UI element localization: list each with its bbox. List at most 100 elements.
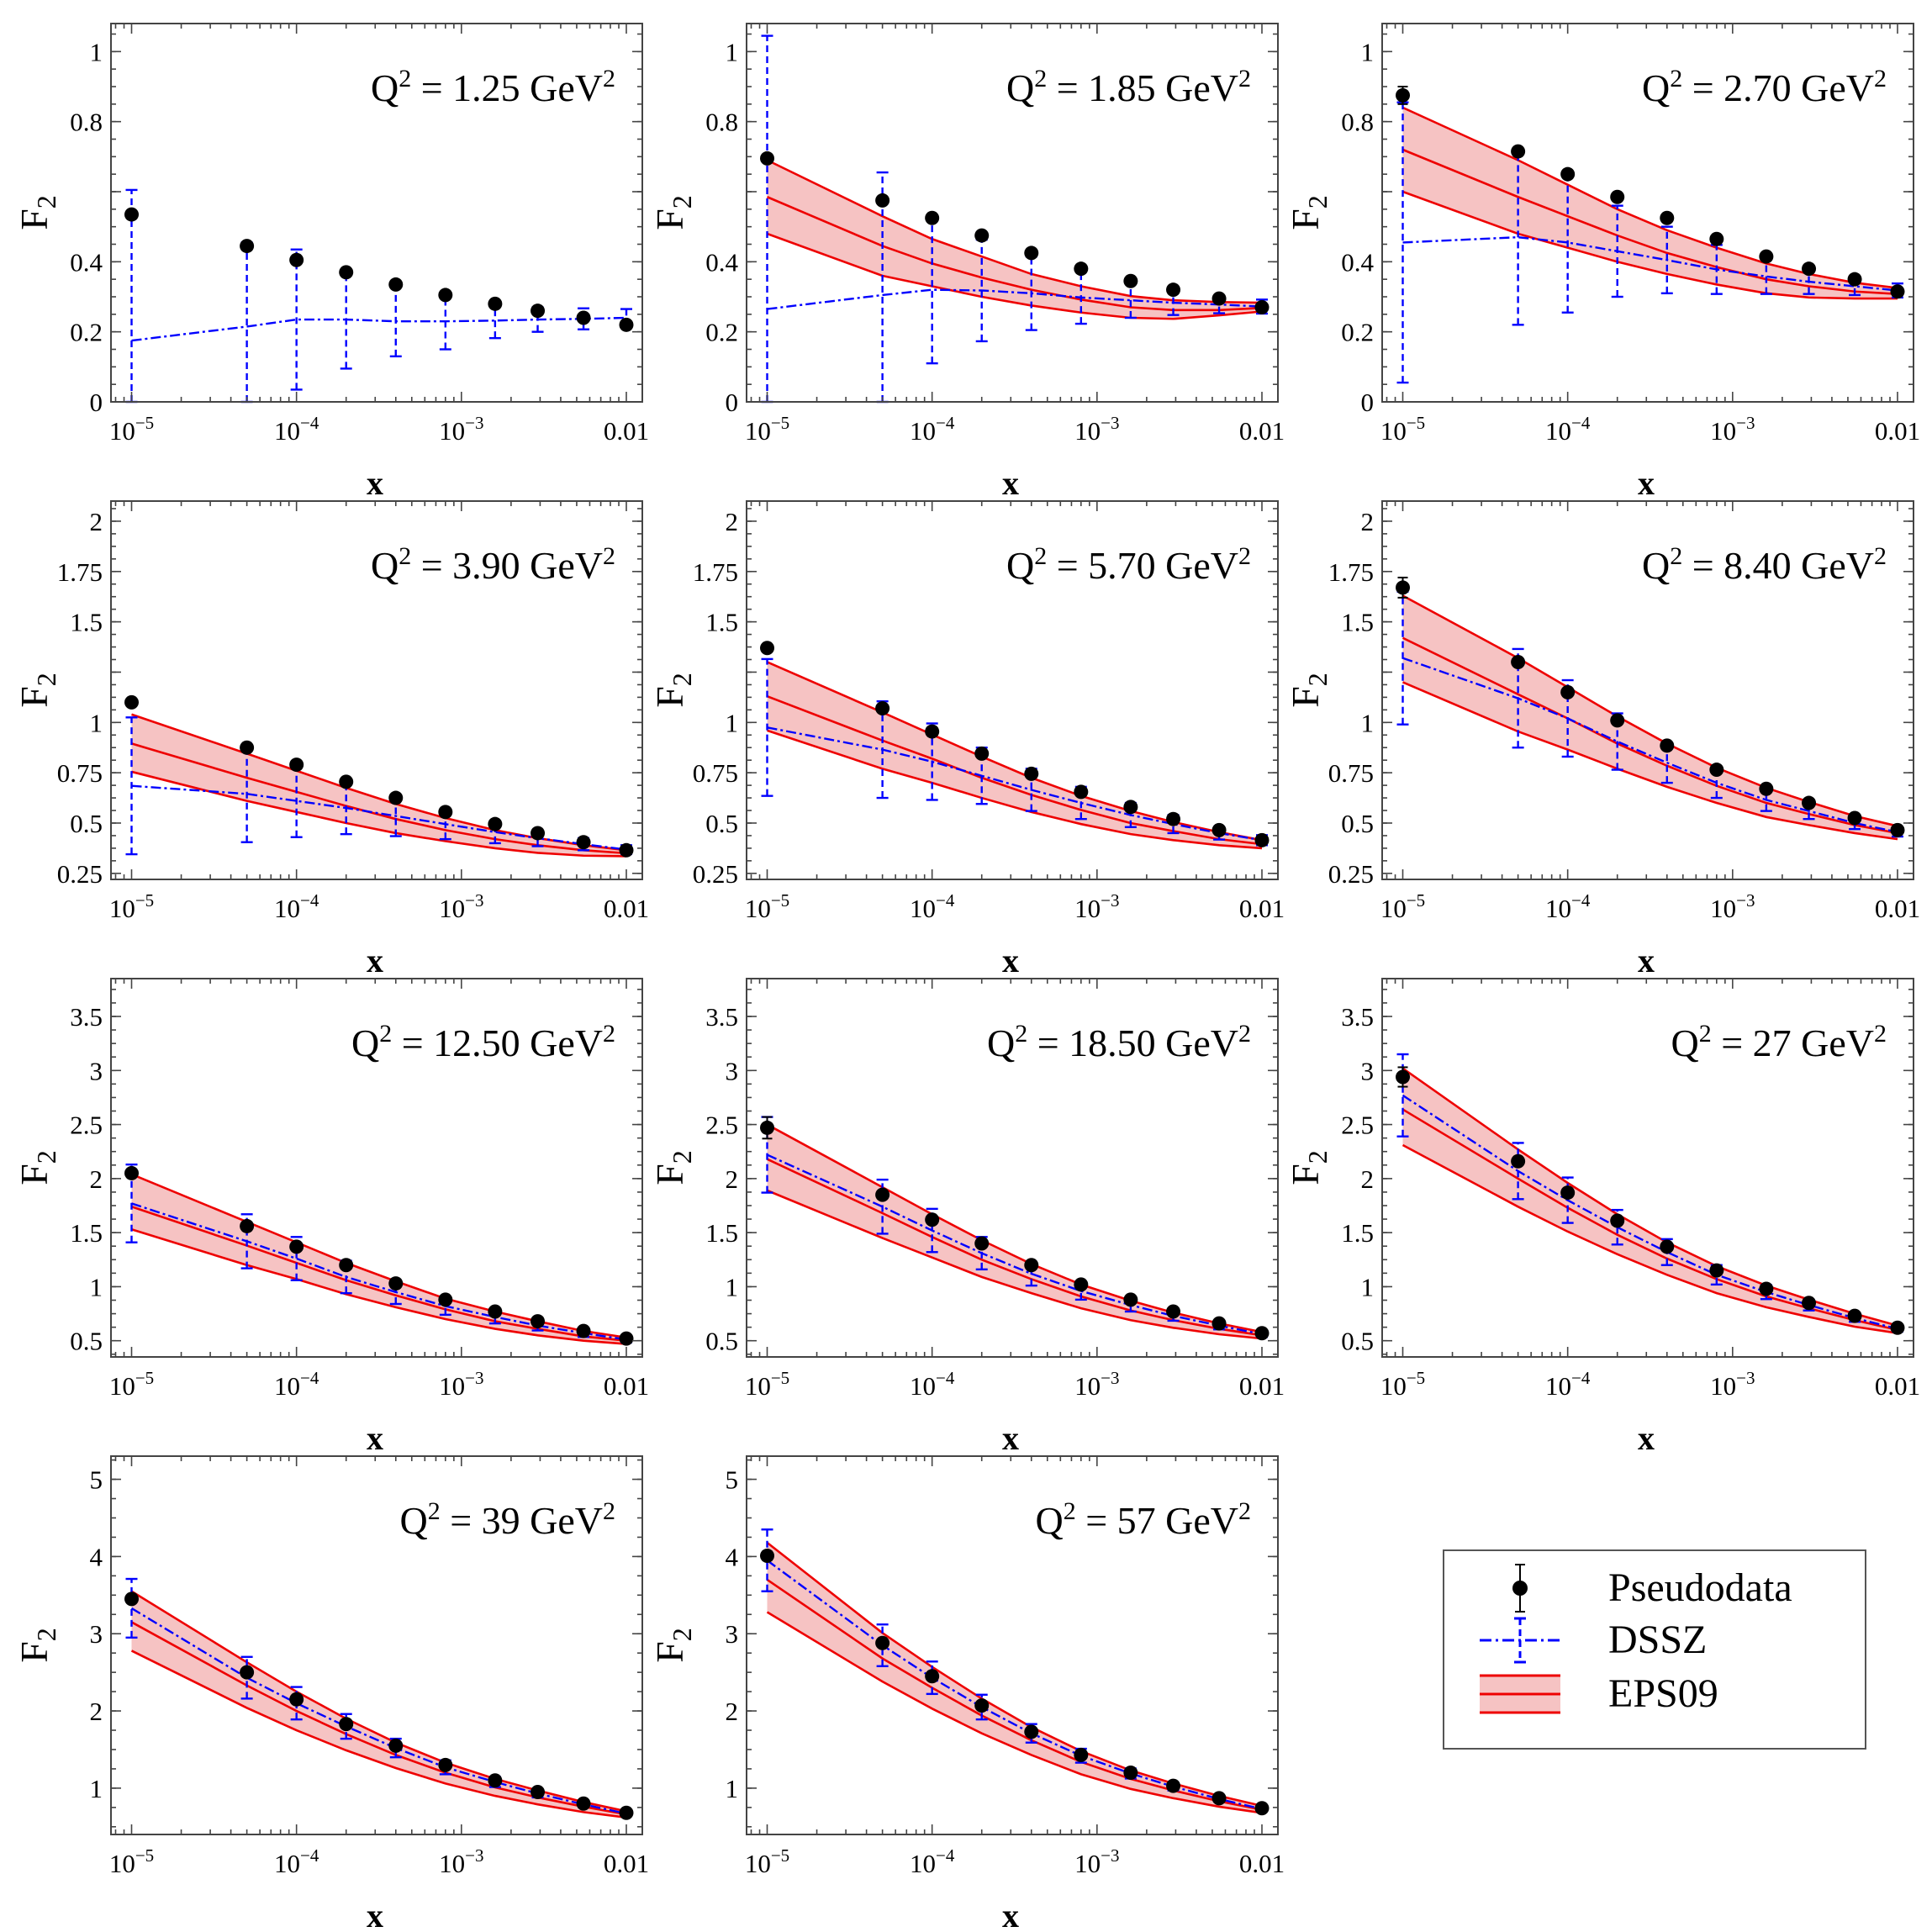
y-axis-label: F2 bbox=[648, 1628, 697, 1663]
x-tick-label: 0.01 bbox=[1239, 1371, 1285, 1401]
x-tick-label: 10−5 bbox=[745, 1845, 789, 1878]
pseudodata-point bbox=[240, 239, 255, 254]
pseudodata-point bbox=[488, 296, 503, 311]
eps09-low-line bbox=[130, 1650, 627, 1819]
y-tick-label: 1 bbox=[1361, 708, 1375, 737]
y-tick-label: 2 bbox=[1361, 1164, 1375, 1194]
x-tick-label: 0.01 bbox=[604, 894, 649, 923]
pseudodata-point bbox=[925, 724, 940, 739]
x-tick-label: 10−3 bbox=[1710, 1368, 1755, 1401]
x-axis-label: x bbox=[1638, 464, 1655, 502]
panel-3: 0 0.2 0.4 0.8 1 10−5 10−4 10−3 0.01 x F2 Q2 = 2.70 … bbox=[1284, 23, 1920, 502]
eps09-high-line bbox=[130, 1590, 627, 1813]
y-tick-label: 0.8 bbox=[705, 108, 738, 137]
pseudodata-point bbox=[1560, 684, 1576, 699]
plot-frame bbox=[1381, 23, 1914, 403]
x-tick-label: 10−5 bbox=[109, 1368, 154, 1401]
eps09-low-line bbox=[767, 1189, 1263, 1340]
x-tick-label: 10−4 bbox=[1545, 1368, 1591, 1401]
pseudodata-point bbox=[619, 1805, 634, 1820]
dssz-line bbox=[131, 784, 627, 851]
x-tick-label: 10−5 bbox=[109, 890, 154, 923]
panel-5: 0.25 0.5 0.75 1 1.5 1.75 2 10−5 10−4 10−3 0.01 x F2 Q… bbox=[648, 500, 1285, 979]
plot-frame bbox=[110, 23, 643, 403]
pseudodata-point bbox=[1890, 1320, 1905, 1335]
eps09-central-line bbox=[130, 1621, 627, 1816]
dssz-line bbox=[1401, 1094, 1898, 1330]
y-axis-label: F2 bbox=[648, 673, 697, 708]
y-tick-label: 4 bbox=[90, 1542, 103, 1571]
dssz-line bbox=[766, 1560, 1263, 1810]
pseudodata-point bbox=[1396, 87, 1411, 103]
y-tick-label: 0.4 bbox=[70, 247, 103, 277]
pseudodata-point bbox=[875, 1635, 890, 1650]
eps09-high-line bbox=[1401, 106, 1898, 289]
pseudodata-point bbox=[875, 1187, 890, 1202]
dssz-line bbox=[1402, 657, 1898, 833]
x-tick-label: 10−5 bbox=[745, 413, 789, 446]
pseudodata-point bbox=[1660, 1239, 1675, 1254]
x-tick-label: 10−4 bbox=[274, 413, 319, 446]
y-tick-label: 1 bbox=[726, 1774, 739, 1803]
dssz-line bbox=[767, 1153, 1263, 1336]
x-tick-label: 10−5 bbox=[1380, 1368, 1425, 1401]
x-tick-label: 10−3 bbox=[439, 1845, 483, 1878]
pseudodata-point bbox=[1802, 795, 1817, 810]
legend-label-dssz: DSSZ bbox=[1608, 1618, 1708, 1662]
y-axis-label: F2 bbox=[648, 195, 697, 230]
y-tick-label: 5 bbox=[90, 1465, 103, 1495]
x-axis-label: x bbox=[367, 1419, 383, 1457]
y-tick-label: 1.5 bbox=[705, 608, 738, 637]
pseudodata-point bbox=[1890, 822, 1905, 837]
legend-label-eps09: EPS09 bbox=[1608, 1671, 1718, 1716]
x-axis-label: x bbox=[1002, 942, 1019, 979]
pseudodata-point bbox=[1802, 261, 1817, 277]
y-tick-label: 0.2 bbox=[70, 318, 103, 347]
eps09-low-line bbox=[766, 1611, 1263, 1814]
pseudodata-point bbox=[1211, 1791, 1227, 1806]
pseudodata-point bbox=[1074, 261, 1089, 277]
eps09-band bbox=[767, 662, 1262, 848]
x-tick-label: 10−4 bbox=[910, 890, 955, 923]
x-tick-label: 0.01 bbox=[1239, 894, 1285, 923]
y-tick-label: 1.5 bbox=[70, 1218, 103, 1248]
y-tick-label: 3 bbox=[726, 1056, 739, 1085]
y-tick-label: 1 bbox=[90, 708, 103, 737]
panel-8: 0.5 1 1.5 2 2.5 3 3.5 10−5 10−4 10−3 0.01 x F2 Q2 = 1… bbox=[648, 978, 1285, 1457]
pseudodata-point bbox=[240, 740, 255, 755]
pseudodata-point bbox=[1759, 249, 1774, 264]
x-axis-label: x bbox=[367, 942, 383, 979]
eps09-central-line bbox=[767, 694, 1263, 846]
pseudodata-point bbox=[488, 816, 503, 831]
x-axis-label: x bbox=[1002, 1897, 1019, 1932]
y-tick-label: 4 bbox=[726, 1542, 739, 1571]
plot-frame bbox=[110, 978, 643, 1358]
y-tick-label: 2 bbox=[90, 1697, 103, 1726]
panel-title: Q2 = 3.90 GeV2 bbox=[371, 542, 615, 587]
pseudodata-point bbox=[619, 1331, 634, 1346]
y-tick-label: 1.5 bbox=[70, 608, 103, 637]
pseudodata-point bbox=[1211, 822, 1227, 837]
y-tick-label: 2.5 bbox=[1341, 1111, 1374, 1140]
panel-title: Q2 = 2.70 GeV2 bbox=[1642, 65, 1887, 109]
eps09-central-line bbox=[766, 1578, 1263, 1811]
pseudodata-marker-icon bbox=[1512, 1564, 1528, 1613]
x-tick-label: 10−5 bbox=[1380, 413, 1425, 446]
panel-1: 0 0.2 0.4 0.8 1 10−5 10−4 10−3 0.01 x F2 Q2 = 1.25 … bbox=[13, 23, 649, 502]
legend-label-pseudodata: Pseudodata bbox=[1608, 1565, 1792, 1610]
panel-title: Q2 = 27 GeV2 bbox=[1671, 1020, 1887, 1064]
pseudodata-point bbox=[576, 835, 591, 850]
pseudodata-point bbox=[388, 277, 404, 292]
pseudodata-point bbox=[1074, 1277, 1089, 1292]
y-tick-label: 1.75 bbox=[57, 557, 103, 587]
pseudodata-point bbox=[1254, 1801, 1270, 1816]
dssz-line bbox=[131, 1202, 627, 1341]
pseudodata-point bbox=[1560, 166, 1576, 182]
eps09-central-line bbox=[131, 742, 627, 855]
y-axis-label: F2 bbox=[1284, 1150, 1333, 1185]
pseudodata-point bbox=[124, 1592, 140, 1607]
x-tick-label: 0.01 bbox=[1875, 1371, 1920, 1401]
x-tick-label: 0.01 bbox=[604, 1371, 649, 1401]
pseudodata-point bbox=[124, 1165, 140, 1180]
pseudodata-point bbox=[576, 1796, 591, 1811]
